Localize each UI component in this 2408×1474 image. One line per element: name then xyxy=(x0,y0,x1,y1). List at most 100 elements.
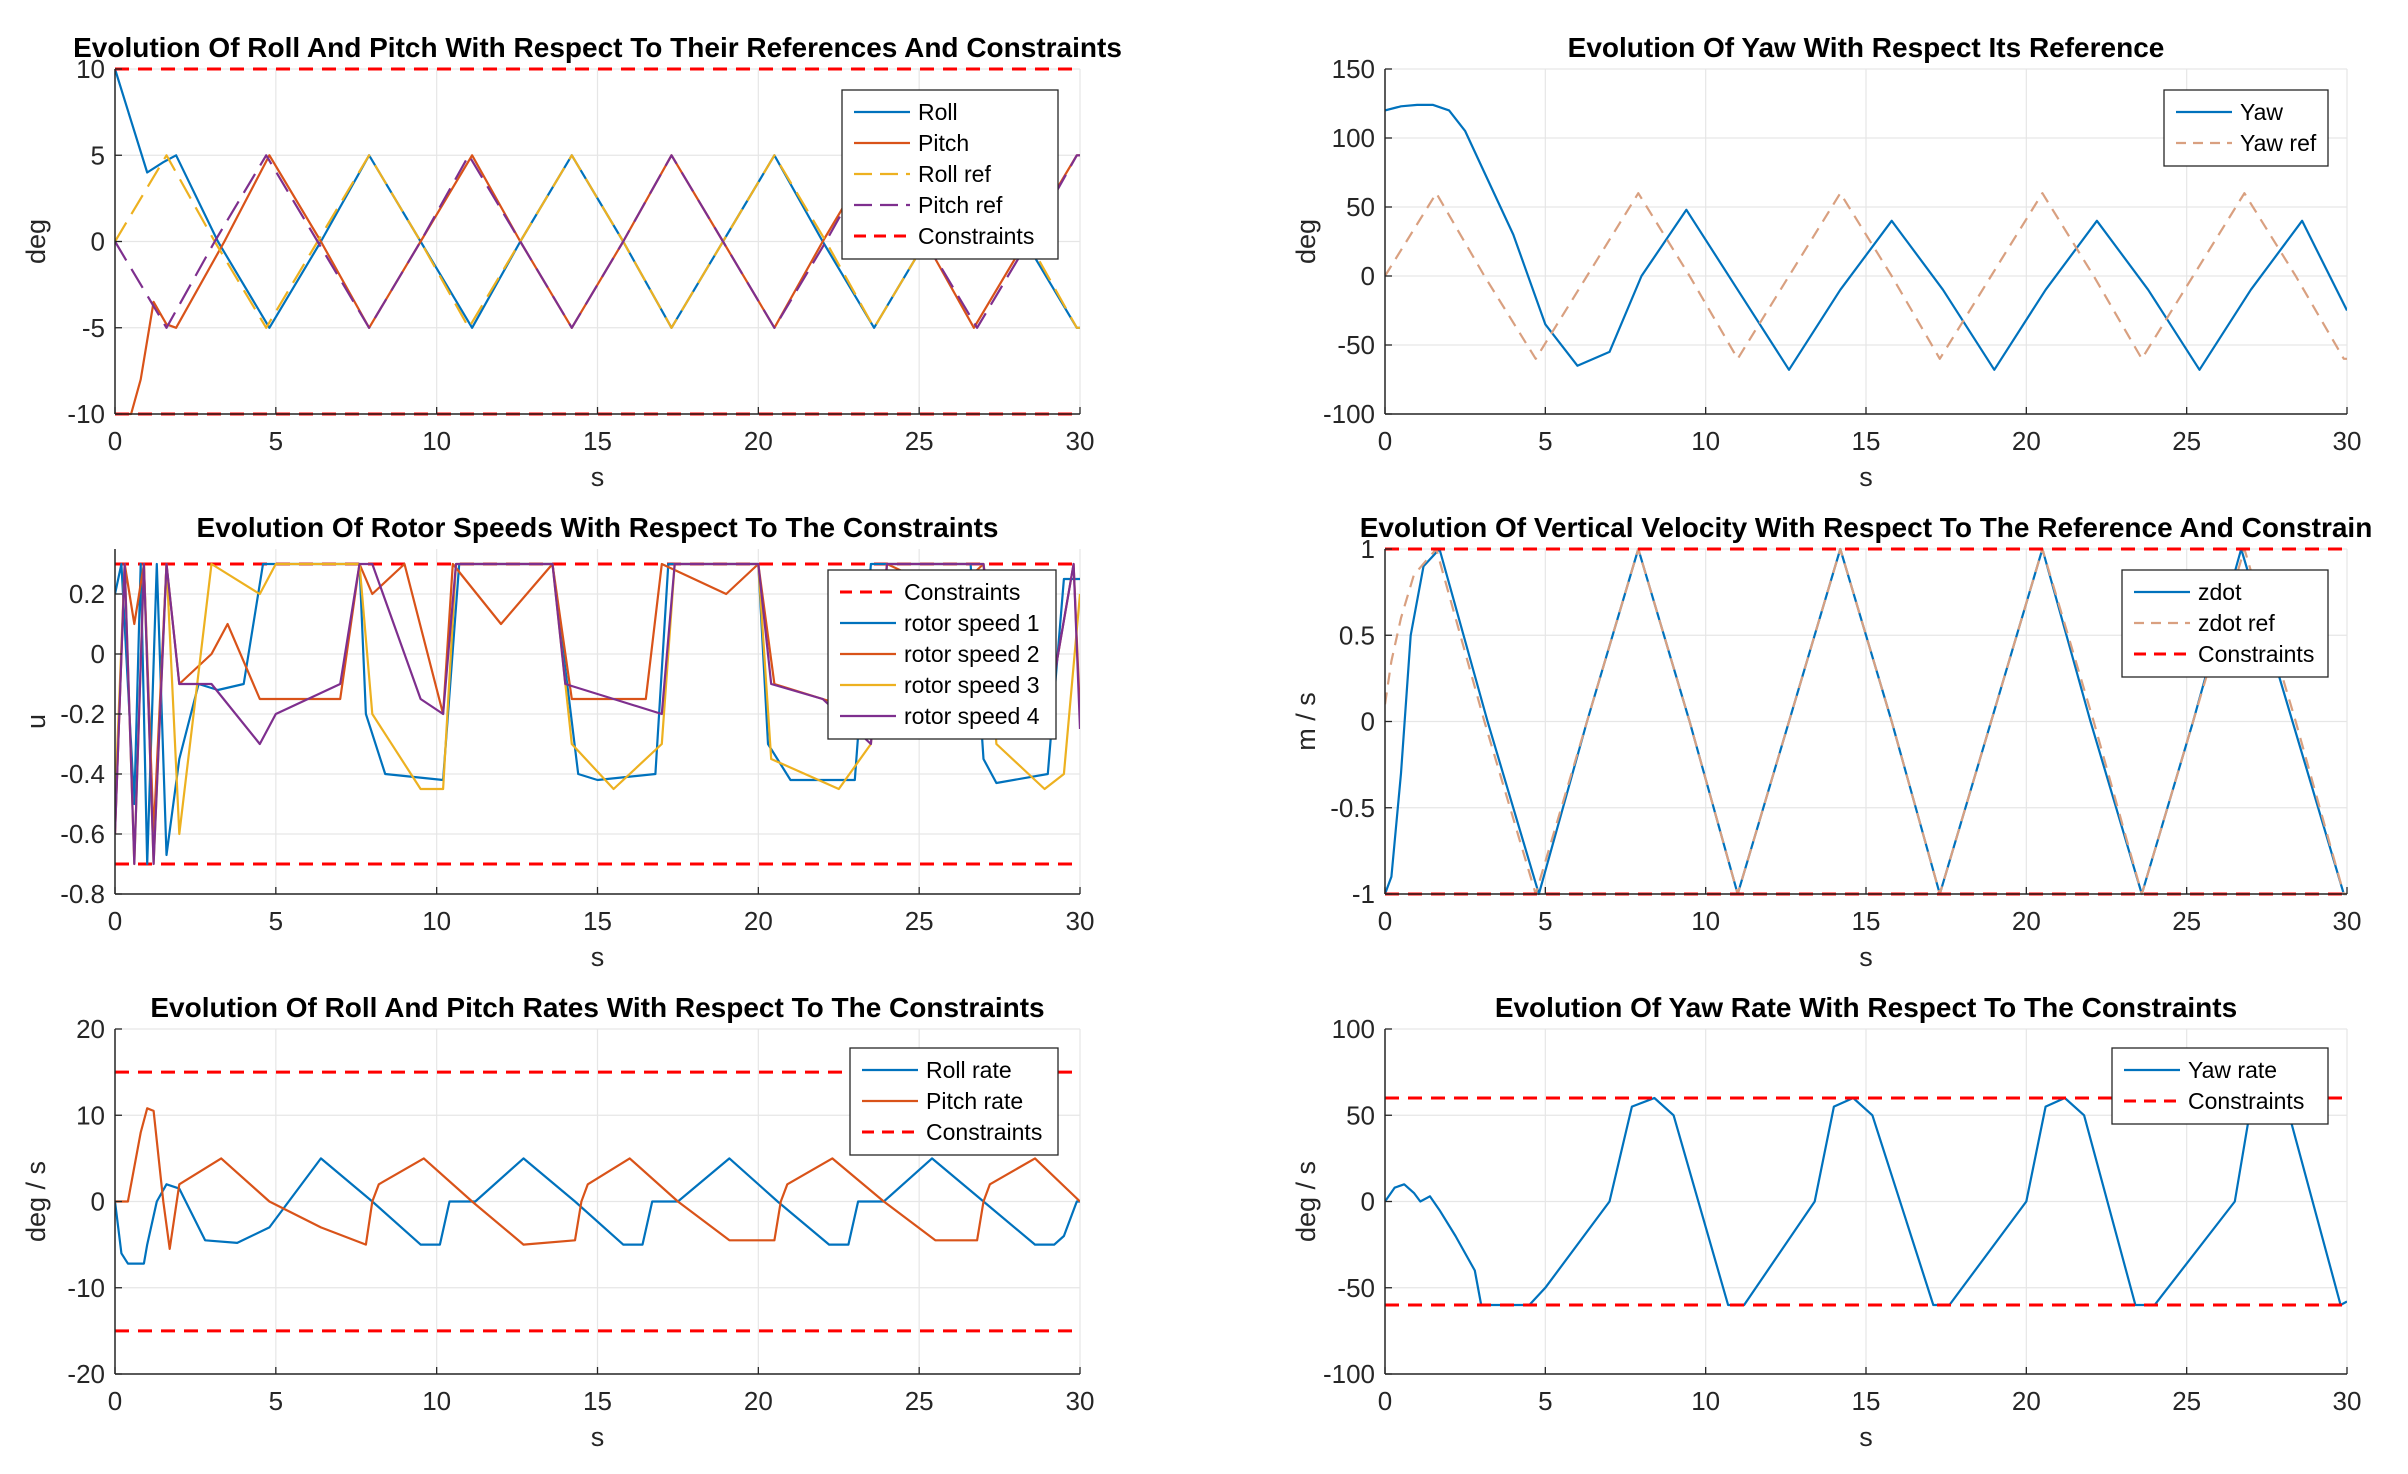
x-tick-label: 30 xyxy=(1066,1386,1095,1416)
x-tick-label: 0 xyxy=(108,1386,122,1416)
legend-box xyxy=(2111,1047,2329,1125)
legend-box xyxy=(2163,89,2329,167)
y-axis-label: deg / s xyxy=(21,1161,51,1242)
x-tick-label: 15 xyxy=(583,426,612,456)
yaw-line xyxy=(1385,103,2347,371)
x-tick-label: 15 xyxy=(1852,426,1881,456)
x-axis-label: s xyxy=(591,1422,605,1452)
zdot-ref-line xyxy=(1385,547,2347,896)
y-tick-label: -50 xyxy=(1337,330,1375,360)
y-axis-label: deg xyxy=(1291,219,1321,264)
chart-title: Evolution Of Vertical Velocity With Resp… xyxy=(1360,512,2373,543)
y-axis-label: m / s xyxy=(1291,692,1321,751)
legend-entry: Roll ref xyxy=(918,161,991,187)
y-axis-label: deg xyxy=(21,219,51,264)
y-tick-label: 0 xyxy=(1361,1187,1375,1217)
x-tick-label: 25 xyxy=(905,906,934,936)
x-tick-label: 20 xyxy=(2012,1386,2041,1416)
legend-entry: Yaw rate xyxy=(2188,1057,2277,1083)
legend-entry: Pitch ref xyxy=(918,192,1003,218)
legend-entry: Yaw xyxy=(2240,99,2283,125)
y-tick-label: -10 xyxy=(67,399,105,429)
yaw-rate-line xyxy=(1385,1096,2347,1307)
x-tick-label: 25 xyxy=(905,1386,934,1416)
y-axis-label: u xyxy=(21,714,51,729)
y-tick-label: 100 xyxy=(1332,1014,1375,1044)
y-tick-label: 10 xyxy=(76,1100,105,1130)
y-tick-label: 50 xyxy=(1346,192,1375,222)
legend-entry: Yaw ref xyxy=(2240,130,2317,156)
roll-rate-line xyxy=(115,1157,1080,1265)
series-group xyxy=(115,1070,1080,1333)
y-tick-label: -100 xyxy=(1323,399,1375,429)
y-tick-label: -20 xyxy=(67,1359,105,1389)
rotor-speed-4-line xyxy=(115,562,1080,866)
x-tick-label: 5 xyxy=(269,426,283,456)
x-tick-label: 0 xyxy=(108,426,122,456)
x-tick-label: 0 xyxy=(108,906,122,936)
y-tick-label: 0 xyxy=(1361,707,1375,737)
x-tick-label: 5 xyxy=(1538,906,1552,936)
x-tick-label: 5 xyxy=(1538,426,1552,456)
x-tick-label: 0 xyxy=(1378,426,1392,456)
y-tick-label: 0.2 xyxy=(69,579,105,609)
x-tick-label: 30 xyxy=(2333,1386,2362,1416)
x-tick-label: 25 xyxy=(2172,426,2201,456)
legend-entry: Roll rate xyxy=(926,1057,1012,1083)
x-axis-label: s xyxy=(591,942,605,972)
y-axis-label: deg / s xyxy=(1291,1161,1321,1242)
legend-entry: Constraints xyxy=(2198,641,2314,667)
y-tick-label: -0.4 xyxy=(60,759,105,789)
x-tick-label: 20 xyxy=(744,906,773,936)
x-tick-label: 25 xyxy=(2172,906,2201,936)
x-tick-label: 20 xyxy=(744,426,773,456)
chart-panel-6: 0 5 10 15 20 25 30 -100 -50 0 50 100 Evolution Of Ya… xyxy=(1291,992,2361,1452)
y-tick-label: -50 xyxy=(1337,1273,1375,1303)
legend: Yaw Yaw ref xyxy=(2163,89,2329,167)
y-tick-label: 1 xyxy=(1361,534,1375,564)
y-tick-label: 0 xyxy=(91,227,105,257)
legend: Roll Pitch Roll ref Pitch ref Constraints xyxy=(841,89,1059,260)
yaw-ref-line xyxy=(1385,192,2347,360)
legend-entry: Constraints xyxy=(904,579,1020,605)
y-tick-label: -0.8 xyxy=(60,879,105,909)
legend-entry: Roll xyxy=(918,99,958,125)
legend-entry: Pitch xyxy=(918,130,969,156)
y-tick-label: -0.2 xyxy=(60,699,105,729)
x-tick-label: 30 xyxy=(1066,906,1095,936)
y-tick-label: 100 xyxy=(1332,123,1375,153)
pitch-rate-line xyxy=(115,1107,1080,1251)
legend-box xyxy=(841,89,1059,260)
x-tick-label: 10 xyxy=(422,1386,451,1416)
x-tick-label: 30 xyxy=(2333,426,2362,456)
y-tick-label: 5 xyxy=(91,140,105,170)
y-tick-label: -0.5 xyxy=(1330,793,1375,823)
y-tick-label: 0.5 xyxy=(1339,620,1375,650)
legend-entry: rotor speed 4 xyxy=(904,703,1040,729)
y-tick-label: -100 xyxy=(1323,1359,1375,1389)
x-axis-label: s xyxy=(591,462,605,492)
x-tick-label: 15 xyxy=(583,906,612,936)
x-tick-label: 5 xyxy=(269,906,283,936)
x-tick-label: 10 xyxy=(1691,426,1720,456)
y-tick-label: 20 xyxy=(76,1014,105,1044)
y-tick-label: 0 xyxy=(1361,261,1375,291)
series-group xyxy=(1385,547,2347,896)
chart-title: Evolution Of Yaw With Respect Its Refere… xyxy=(1568,32,2165,63)
chart-panel-5: 0 5 10 15 20 25 30 -20 -10 0 10 20 Evolution Of Roll… xyxy=(21,992,1094,1452)
x-tick-label: 0 xyxy=(1378,1386,1392,1416)
x-tick-label: 30 xyxy=(1066,426,1095,456)
legend-entry: Constraints xyxy=(918,223,1034,249)
legend: Roll rate Pitch rate Constraints xyxy=(849,1047,1059,1156)
x-tick-label: 25 xyxy=(905,426,934,456)
legend-entry: zdot ref xyxy=(2198,610,2275,636)
chart-title: Evolution Of Rotor Speeds With Respect T… xyxy=(197,512,999,543)
x-tick-label: 15 xyxy=(583,1386,612,1416)
chart-title: Evolution Of Yaw Rate With Respect To Th… xyxy=(1495,992,2237,1023)
legend-entry: Pitch rate xyxy=(926,1088,1023,1114)
x-tick-label: 10 xyxy=(422,906,451,936)
x-tick-label: 30 xyxy=(2333,906,2362,936)
